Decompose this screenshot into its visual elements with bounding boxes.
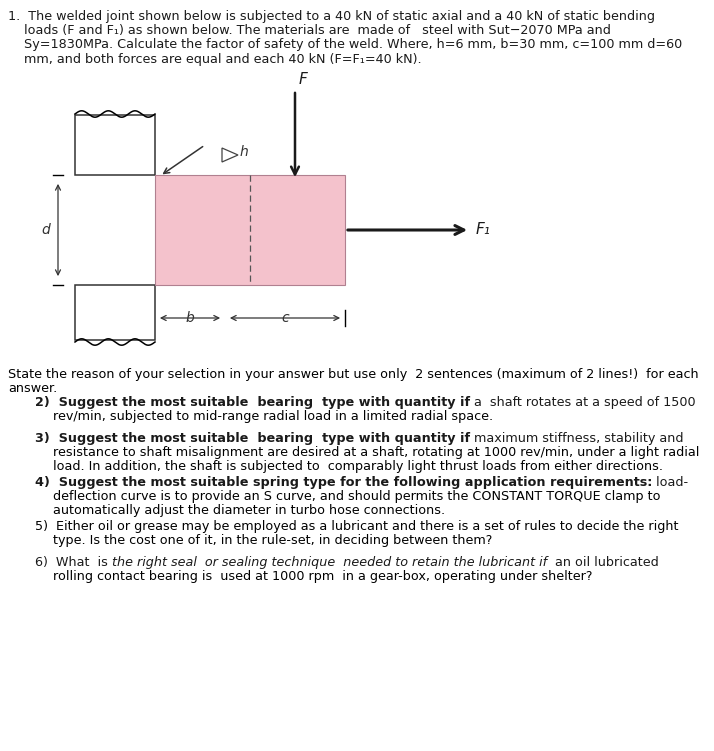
Text: 6)  What  is: 6) What is [35, 556, 112, 569]
Text: c: c [281, 311, 288, 325]
Text: mm, and both forces are equal and each 40 kN (F=F₁=40 kN).: mm, and both forces are equal and each 4… [8, 53, 422, 65]
Text: State the reason of your selection in your answer but use only  2 sentences (max: State the reason of your selection in yo… [8, 368, 698, 381]
Text: resistance to shaft misalignment are desired at a shaft, rotating at 1000 rev/mi: resistance to shaft misalignment are des… [53, 446, 700, 459]
Text: Sy=1830MPa. Calculate the factor of safety of the weld. Where, h=6 mm, b=30 mm, : Sy=1830MPa. Calculate the factor of safe… [8, 38, 683, 51]
Text: automatically adjust the diameter in turbo hose connections.: automatically adjust the diameter in tur… [53, 504, 445, 517]
Text: deflection curve is to provide an S curve, and should permits the CONSTANT TORQU: deflection curve is to provide an S curv… [53, 490, 660, 503]
Text: h: h [240, 145, 248, 159]
Text: d: d [41, 223, 50, 237]
Text: 4)  Suggest the most suitable spring type for the following application requirem: 4) Suggest the most suitable spring type… [35, 476, 653, 489]
Text: 2)  Suggest the most suitable  bearing  type with quantity if: 2) Suggest the most suitable bearing typ… [35, 396, 470, 409]
Text: 1.  The welded joint shown below is subjected to a 40 kN of static axial and a 4: 1. The welded joint shown below is subje… [8, 10, 655, 23]
Polygon shape [75, 115, 155, 175]
Text: rolling contact bearing is  used at 1000 rpm  in a gear-box, operating under she: rolling contact bearing is used at 1000 … [53, 570, 593, 583]
Text: 3)  Suggest the most suitable  bearing  type with quantity if: 3) Suggest the most suitable bearing typ… [35, 432, 470, 445]
Text: F: F [299, 72, 308, 87]
Text: b: b [186, 311, 194, 325]
Text: load-: load- [653, 476, 688, 489]
Text: maximum stiffness, stability and: maximum stiffness, stability and [470, 432, 683, 445]
Text: rev/min, subjected to mid-range radial load in a limited radial space.: rev/min, subjected to mid-range radial l… [53, 410, 493, 423]
Text: 5)  Either oil or grease may be employed as a lubricant and there is a set of ru: 5) Either oil or grease may be employed … [35, 520, 678, 533]
Text: a  shaft rotates at a speed of 1500: a shaft rotates at a speed of 1500 [470, 396, 695, 409]
Text: answer.: answer. [8, 382, 57, 395]
Text: load. In addition, the shaft is subjected to  comparably light thrust loads from: load. In addition, the shaft is subjecte… [53, 460, 663, 473]
Text: the right seal  or sealing technique  needed to retain the lubricant if: the right seal or sealing technique need… [112, 556, 547, 569]
Polygon shape [155, 175, 345, 285]
Text: an oil lubricated: an oil lubricated [547, 556, 659, 569]
Text: F₁: F₁ [476, 222, 491, 237]
Polygon shape [75, 285, 155, 340]
Text: loads (F and F₁) as shown below. The materials are  made of   steel with Sut−207: loads (F and F₁) as shown below. The mat… [8, 24, 611, 38]
Text: type. Is the cost one of it, in the rule-set, in deciding between them?: type. Is the cost one of it, in the rule… [53, 534, 493, 547]
